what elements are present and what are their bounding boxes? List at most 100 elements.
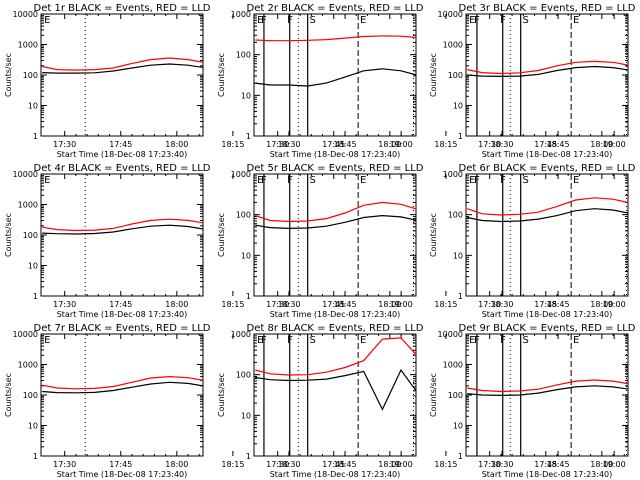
marker-label: E [360, 15, 366, 26]
x-tick-label: 17:45 [534, 460, 557, 469]
x-tick-label: 18:45 [334, 460, 357, 469]
x-tick-label: 19:00 [603, 140, 626, 149]
y-tick-label: 100 [23, 391, 38, 400]
y-tick-label: 1 [458, 452, 463, 461]
y-tick-label: 10 [28, 422, 38, 431]
x-axis-label: Start Time (18-Dec-08 17:23:40) [57, 150, 188, 159]
y-tick-label: 100 [23, 231, 38, 240]
panel-4: Det 4r BLACK = Events, RED = LLD 1 10 100 10… [4, 163, 414, 319]
x-tick-label: 17:30 [478, 300, 501, 309]
marker-label: E [257, 15, 263, 26]
y-tick-label: 10000 [438, 10, 463, 19]
plot-frame [40, 333, 204, 457]
marker-label: S [310, 175, 316, 186]
y-tick-label: 1000 [443, 41, 463, 50]
marker-label: E [360, 335, 366, 346]
series-events-line [255, 68, 416, 87]
marker-label: F [474, 335, 480, 346]
y-axis-label: Counts/sec [217, 213, 226, 257]
panel-6: Det 6r BLACK = Events, RED = LLD 1 10 100 10… [429, 163, 636, 319]
x-tick-label: 18:45 [547, 300, 570, 309]
x-tick-label: 18:15 [434, 460, 457, 469]
x-tick-label: 18:00 [165, 300, 188, 309]
x-tick-label: 18:00 [378, 140, 401, 149]
series-lld-line [42, 218, 203, 232]
panel-2: Det 2r BLACK = Events, RED = LLD 1 10 100 10… [217, 3, 627, 159]
panel-title: Det 9r BLACK = Events, RED = LLD [459, 323, 636, 334]
marker-label: F [261, 15, 267, 26]
y-tick-label: 10000 [438, 330, 463, 339]
x-tick-label: 18:00 [590, 140, 613, 149]
y-tick-label: 10 [453, 251, 463, 260]
marker-label: E [469, 335, 475, 346]
marker-label: E [469, 175, 475, 186]
x-tick-label: 18:45 [334, 300, 357, 309]
y-tick-label: 10 [453, 422, 463, 431]
x-tick-label: 17:30 [478, 460, 501, 469]
plot-frame [253, 333, 417, 457]
x-tick-label: 19:00 [603, 300, 626, 309]
x-axis-label: Start Time (18-Dec-08 17:23:40) [270, 150, 401, 159]
marker-label: E [469, 15, 475, 26]
y-tick-label: 10 [28, 262, 38, 271]
marker-label: F [474, 175, 480, 186]
plot-frame [253, 173, 417, 297]
x-tick-label: 18:30 [277, 140, 300, 149]
series-lld-line [467, 60, 628, 75]
plot-frame [465, 173, 629, 297]
y-tick-label: 1 [458, 292, 463, 301]
series-lld-line [255, 35, 416, 42]
y-tick-label: 1 [33, 292, 38, 301]
y-axis-label: Counts/sec [4, 53, 13, 97]
y-tick-label: 100 [23, 71, 38, 80]
marker-label: S [310, 15, 316, 26]
y-axis-label: Counts/sec [4, 213, 13, 257]
marker-label: F [474, 15, 480, 26]
x-tick-label: 18:15 [434, 300, 457, 309]
marker-label: E [44, 175, 50, 186]
y-tick-label: 1 [458, 132, 463, 141]
panel-title: Det 3r BLACK = Events, RED = LLD [459, 3, 636, 14]
x-tick-label: 17:45 [534, 140, 557, 149]
y-tick-label: 100 [236, 371, 251, 380]
marker-label: E [360, 175, 366, 186]
marker-label: E [573, 15, 579, 26]
marker-label: E [44, 335, 50, 346]
x-tick-label: 19:00 [390, 140, 413, 149]
x-axis-label: Start Time (18-Dec-08 17:23:40) [482, 150, 613, 159]
series-events-line [467, 65, 628, 78]
x-tick-label: 18:30 [490, 460, 513, 469]
y-tick-label: 1000 [443, 170, 463, 179]
x-tick-label: 18:15 [221, 300, 244, 309]
marker-label: F [261, 175, 267, 186]
marker-label: F [287, 175, 293, 186]
y-tick-label: 1000 [18, 361, 38, 370]
x-tick-label: 18:30 [277, 300, 300, 309]
y-tick-label: 10000 [13, 10, 38, 19]
y-tick-label: 1000 [231, 330, 251, 339]
marker-label: F [261, 335, 267, 346]
x-tick-label: 17:30 [478, 140, 501, 149]
marker-label: S [310, 335, 316, 346]
x-axis-label: Start Time (18-Dec-08 17:23:40) [270, 470, 401, 479]
x-tick-label: 17:45 [322, 460, 345, 469]
y-tick-label: 1 [246, 132, 251, 141]
x-tick-label: 18:45 [547, 460, 570, 469]
x-tick-label: 18:00 [165, 140, 188, 149]
plot-frame [40, 13, 204, 137]
y-tick-label: 10 [241, 411, 251, 420]
marker-label: S [523, 15, 529, 26]
panel-title: Det 6r BLACK = Events, RED = LLD [459, 163, 636, 174]
series-lld-line [42, 375, 203, 390]
x-tick-label: 18:00 [378, 460, 401, 469]
series-lld-line [467, 379, 628, 393]
y-tick-label: 10000 [13, 170, 38, 179]
y-tick-label: 100 [448, 211, 463, 220]
x-tick-label: 17:30 [266, 140, 289, 149]
y-tick-label: 10 [28, 102, 38, 111]
panel-title: Det 4r BLACK = Events, RED = LLD [34, 163, 211, 174]
y-tick-label: 1 [246, 452, 251, 461]
x-tick-label: 17:45 [109, 300, 132, 309]
marker-label: E [257, 335, 263, 346]
series-lld-line [42, 57, 203, 71]
